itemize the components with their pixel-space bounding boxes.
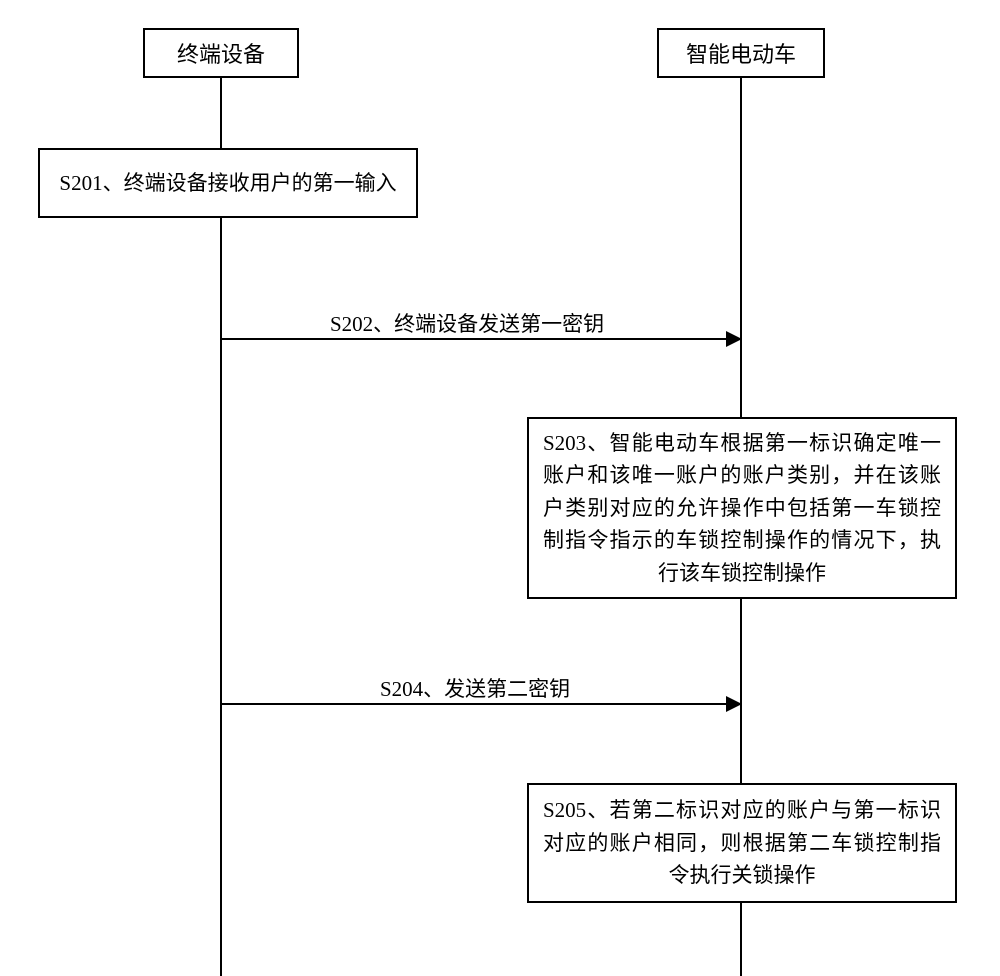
arrow-s202-line: [222, 338, 726, 340]
lifeline-vehicle-2: [740, 599, 742, 783]
lifeline-label-vehicle: 智能电动车: [686, 37, 796, 69]
lifeline-header-terminal: 终端设备: [143, 28, 299, 78]
step-s203: S203、智能电动车根据第一标识确定唯一账户和该唯一账户的账户类别，并在该账户类…: [527, 417, 957, 599]
lifeline-vehicle: [740, 78, 742, 417]
lifeline-terminal-2: [220, 218, 222, 976]
step-s203-text: S203、智能电动车根据第一标识确定唯一账户和该唯一账户的账户类别，并在该账户类…: [543, 427, 941, 590]
step-s205-text: S205、若第二标识对应的账户与第一标识对应的账户相同，则根据第二车锁控制指令执…: [543, 794, 941, 892]
lifeline-header-vehicle: 智能电动车: [657, 28, 825, 78]
arrow-s204-head: [726, 696, 742, 712]
sequence-diagram: 终端设备 智能电动车 S201、终端设备接收用户的第一输入 S202、终端设备发…: [0, 0, 1000, 976]
lifeline-label-terminal: 终端设备: [177, 37, 265, 69]
arrow-s204-line: [222, 703, 726, 705]
arrow-s204-label: S204、发送第二密钥: [380, 673, 570, 703]
arrow-s202-head: [726, 331, 742, 347]
lifeline-terminal: [220, 78, 222, 148]
arrow-s202-label: S202、终端设备发送第一密钥: [330, 308, 604, 338]
step-s201: S201、终端设备接收用户的第一输入: [38, 148, 418, 218]
step-s201-text: S201、终端设备接收用户的第一输入: [59, 167, 396, 200]
step-s205: S205、若第二标识对应的账户与第一标识对应的账户相同，则根据第二车锁控制指令执…: [527, 783, 957, 903]
lifeline-vehicle-3: [740, 903, 742, 976]
